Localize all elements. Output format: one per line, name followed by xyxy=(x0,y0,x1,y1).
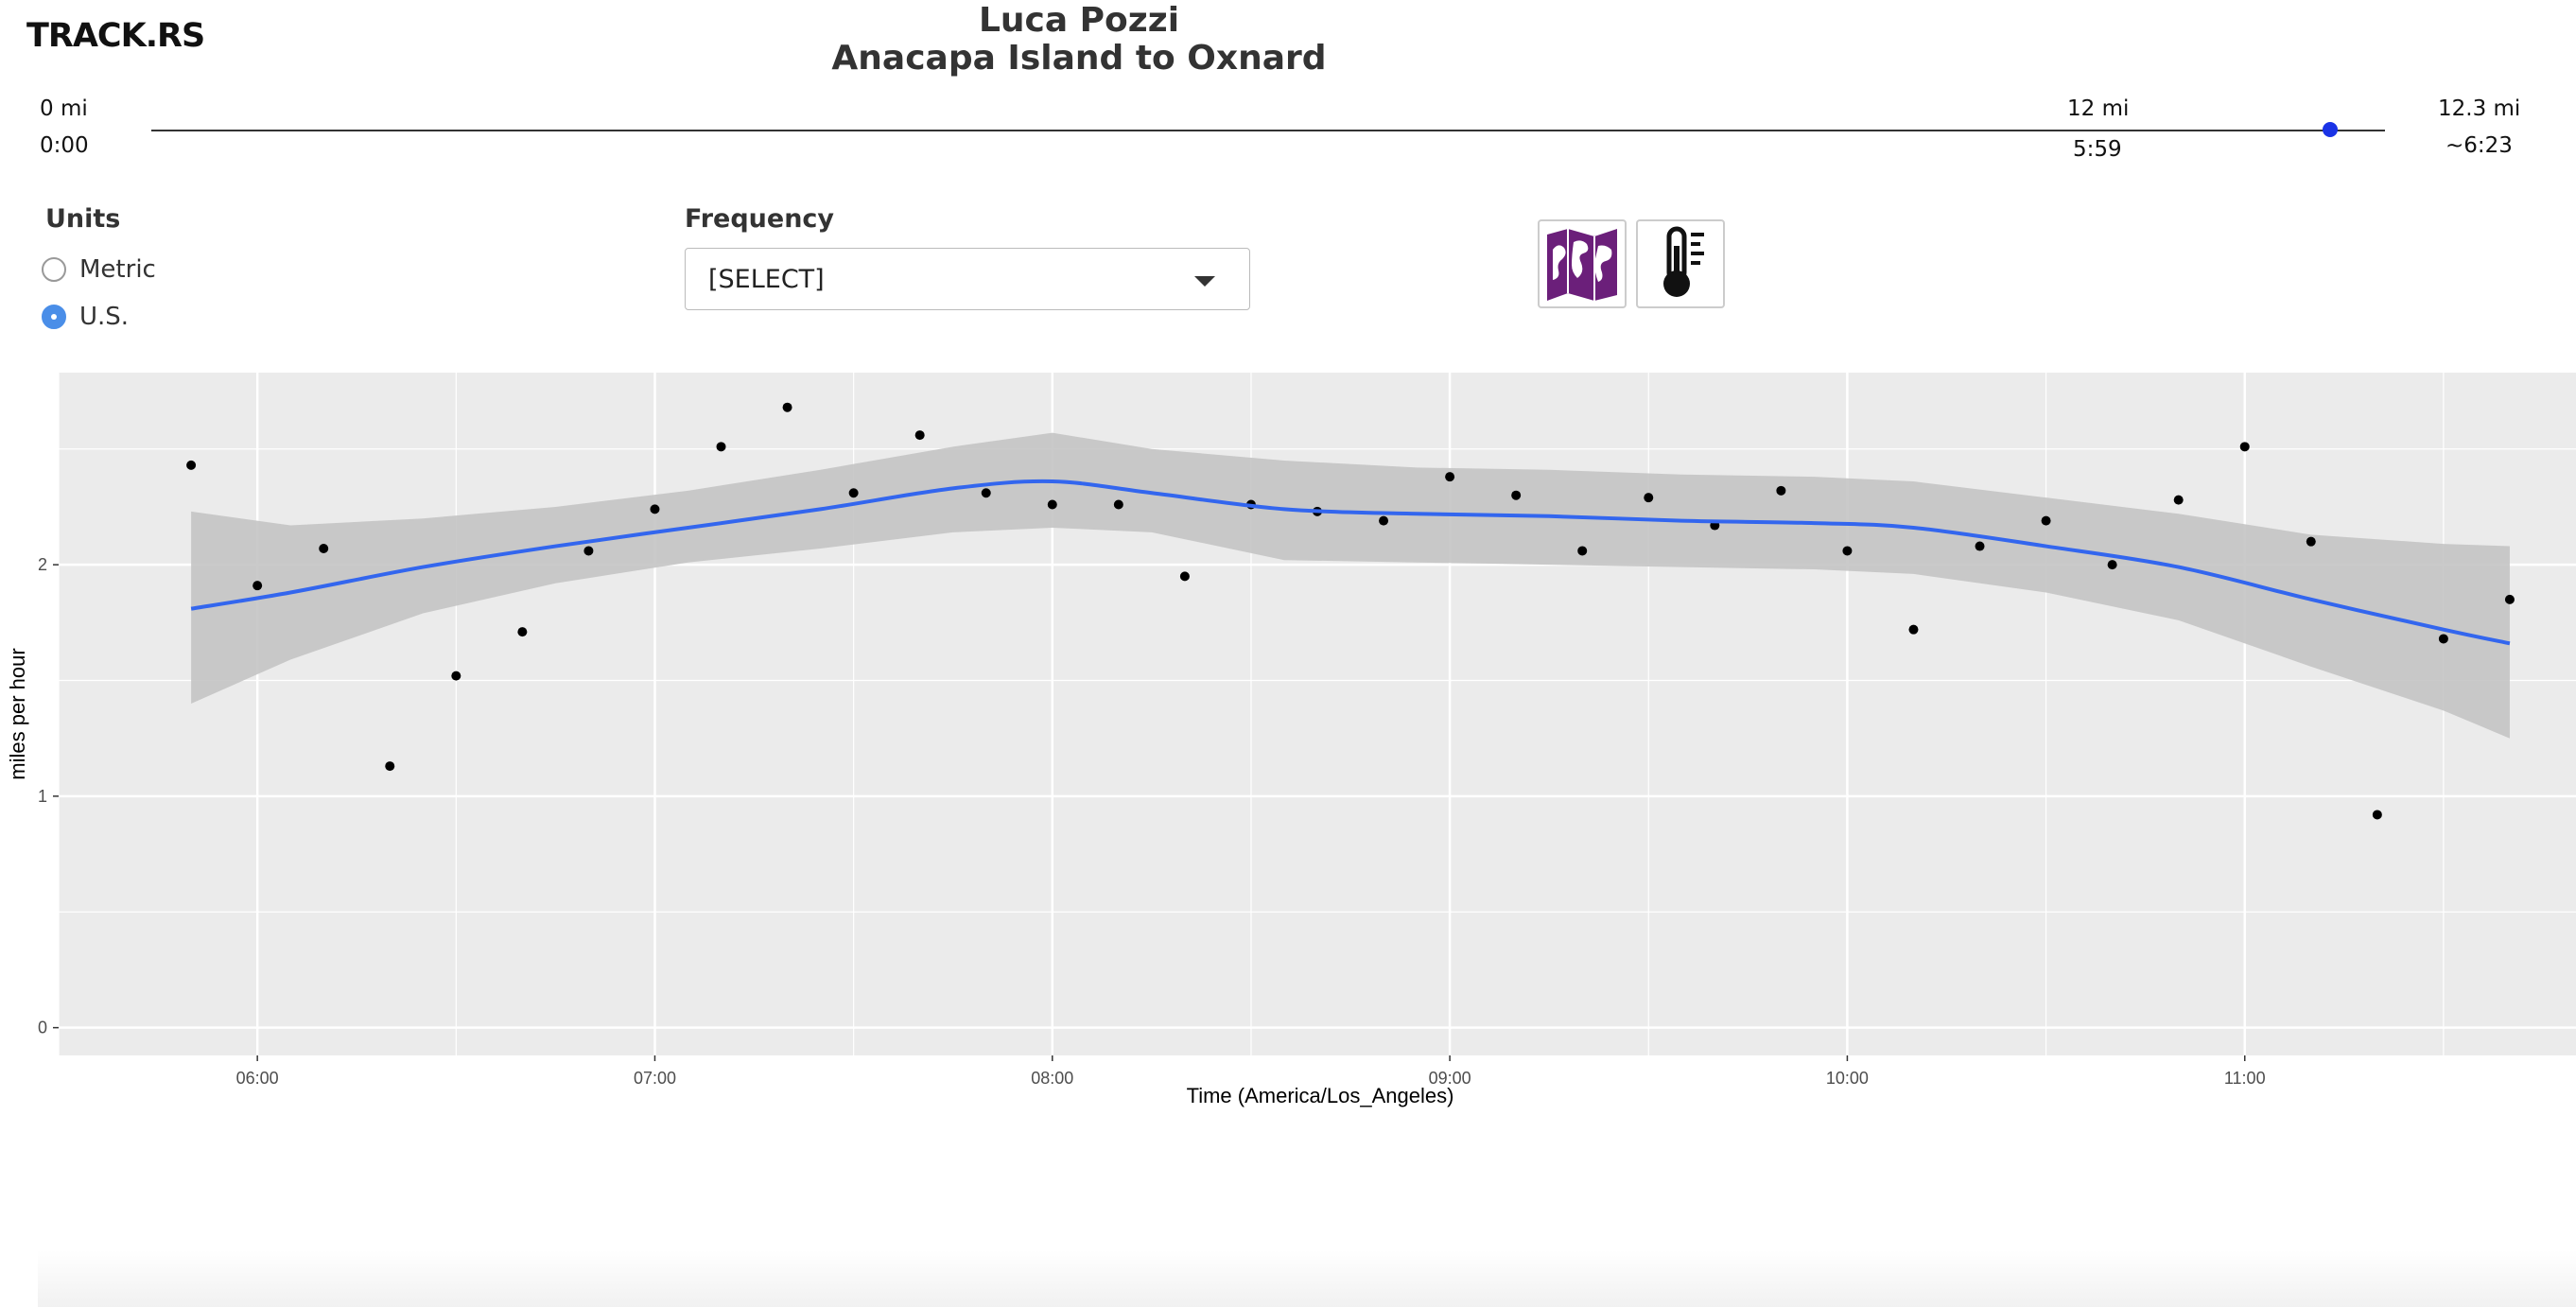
caret-down-icon[interactable] xyxy=(1194,276,1215,287)
data-point xyxy=(1975,541,1985,551)
x-tick-label: 11:00 xyxy=(2224,1069,2266,1088)
route-name: Anacapa Island to Oxnard xyxy=(831,39,1327,78)
x-tick-label: 09:00 xyxy=(1429,1069,1471,1088)
data-point xyxy=(451,671,461,681)
data-point xyxy=(319,544,329,554)
current-distance-label: 12 mi xyxy=(2067,96,2130,121)
confidence-band xyxy=(191,432,2510,739)
temperature-button[interactable] xyxy=(1636,219,1725,308)
x-tick-label: 06:00 xyxy=(236,1069,279,1088)
slider-track[interactable] xyxy=(151,130,2385,131)
x-axis-title: Time (America/Los_Angeles) xyxy=(1187,1084,1454,1107)
footer-shade xyxy=(38,1250,2576,1307)
data-point xyxy=(2239,442,2250,452)
us-radio[interactable] xyxy=(42,305,66,329)
metric-radio[interactable] xyxy=(42,257,66,282)
data-point xyxy=(1113,499,1123,510)
end-time-label: ~6:23 xyxy=(2445,133,2513,158)
data-point xyxy=(782,402,792,412)
data-point xyxy=(583,546,594,556)
metric-radio-label[interactable]: Metric xyxy=(79,255,156,284)
slider-thumb[interactable] xyxy=(2323,122,2339,137)
map-icon xyxy=(1547,229,1617,301)
x-tick-label: 10:00 xyxy=(1826,1069,1869,1088)
y-tick-label: 1 xyxy=(38,787,47,806)
data-point xyxy=(1842,546,1853,556)
data-point xyxy=(2372,810,2382,820)
data-point xyxy=(1047,499,1057,510)
y-tick-label: 0 xyxy=(38,1019,47,1037)
units-option-metric[interactable]: Metric xyxy=(42,255,156,284)
frequency-label: Frequency xyxy=(685,204,835,234)
data-point xyxy=(1179,571,1190,582)
units-option-us[interactable]: U.S. xyxy=(42,303,129,331)
smooth-trend-line xyxy=(190,479,2511,646)
frequency-selected-value[interactable]: [SELECT] xyxy=(708,264,825,294)
x-tick-label: 07:00 xyxy=(634,1069,676,1088)
data-point xyxy=(981,488,991,498)
thermometer-icon xyxy=(1663,226,1704,297)
frequency-select[interactable]: [SELECT] xyxy=(685,248,1250,310)
start-distance-label: 0 mi xyxy=(40,96,88,121)
data-point xyxy=(1644,493,1654,503)
x-tick-label: 08:00 xyxy=(1031,1069,1073,1088)
data-point xyxy=(186,460,197,470)
data-point xyxy=(1511,490,1522,500)
data-point xyxy=(1379,515,1389,526)
data-point xyxy=(1445,472,1455,482)
data-point xyxy=(1577,546,1588,556)
data-point xyxy=(385,761,395,772)
data-point xyxy=(2438,634,2448,644)
current-time-label: 5:59 xyxy=(2073,137,2122,162)
data-point xyxy=(716,442,726,452)
data-point xyxy=(252,581,263,591)
us-radio-label[interactable]: U.S. xyxy=(79,303,130,331)
data-point xyxy=(848,488,859,498)
y-axis-title: miles per hour xyxy=(6,648,29,779)
start-time-label: 0:00 xyxy=(40,133,89,158)
data-point xyxy=(2041,515,2051,526)
data-point xyxy=(2107,560,2117,570)
data-point xyxy=(2306,536,2316,547)
units-label: Units xyxy=(45,204,121,234)
data-point xyxy=(650,504,660,514)
data-point xyxy=(1776,485,1786,496)
page-title: Luca Pozzi Anacapa Island to Oxnard xyxy=(0,2,2158,78)
data-point xyxy=(914,430,925,441)
map-button[interactable] xyxy=(1538,219,1627,308)
data-point xyxy=(517,627,528,637)
data-point xyxy=(2173,495,2184,505)
y-tick-label: 2 xyxy=(38,555,47,574)
end-distance-label: 12.3 mi xyxy=(2438,96,2521,121)
data-point xyxy=(1908,624,1919,635)
speed-chart: 06:00 07:00 08:00 09:00 10:00 11:00 0 1 2 Time (… xyxy=(6,373,2576,1107)
athlete-name: Luca Pozzi xyxy=(978,1,1180,40)
data-point xyxy=(2504,594,2515,604)
app-logo[interactable]: TRACK.RS xyxy=(26,17,205,55)
